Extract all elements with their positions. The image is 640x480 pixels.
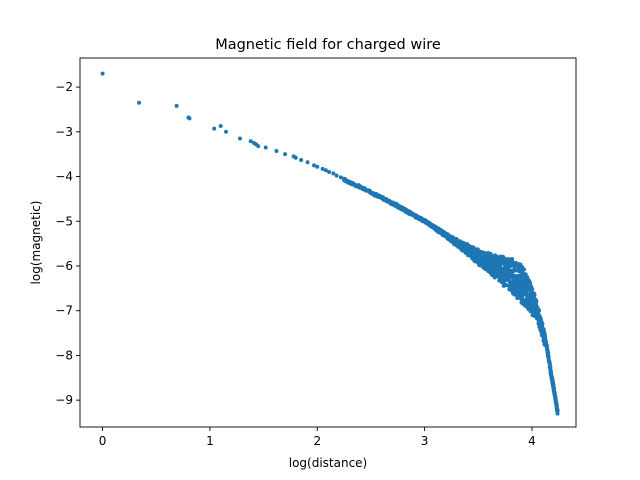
data-point-1413 [540, 321, 545, 326]
y-tick-label: −4 [55, 170, 73, 184]
data-point-23 [323, 168, 328, 173]
y-tick-label: −6 [55, 259, 73, 273]
x-tick-label: 2 [313, 434, 321, 448]
data-point-0 [100, 71, 105, 76]
y-tick-label: −5 [55, 214, 73, 228]
y-axis-ticks: −9 −8 −7 −6 −5 −4 −3 −2 [55, 80, 80, 407]
data-point-18 [299, 157, 304, 162]
y-tick-label: −2 [55, 80, 73, 94]
x-axis-ticks: 0 1 2 3 4 [99, 427, 536, 448]
data-point-1359 [534, 298, 539, 303]
data-point-1382 [537, 308, 542, 313]
y-tick-label: −9 [55, 393, 73, 407]
y-tick-label: −3 [55, 125, 73, 139]
data-point-1544 [554, 400, 559, 405]
data-point-27 [338, 175, 343, 180]
data-point-1488 [548, 364, 553, 369]
data-point-9 [248, 139, 253, 144]
data-point-14 [274, 149, 279, 154]
data-point-12 [256, 144, 261, 149]
data-point-1259 [523, 272, 528, 277]
data-point-26 [334, 173, 339, 178]
x-tick-label: 4 [528, 434, 536, 448]
data-point-7 [224, 129, 229, 134]
data-point-17 [293, 155, 298, 160]
data-point-19 [305, 160, 310, 165]
data-point-25 [331, 171, 336, 176]
data-point-20 [312, 163, 317, 168]
data-point-24 [327, 170, 332, 175]
data-point-1338 [532, 293, 537, 298]
plot-frame [79, 57, 577, 428]
y-tick-label: −8 [55, 348, 73, 362]
data-point-1241 [522, 267, 527, 272]
data-point-21 [315, 164, 320, 169]
data-point-6 [218, 123, 223, 128]
data-point-1556 [555, 408, 560, 413]
x-tick-label: 1 [206, 434, 214, 448]
data-point-8 [237, 136, 242, 141]
data-point-1554 [555, 411, 560, 416]
data-point-1317 [530, 287, 535, 292]
y-axis-label: log(magnetic) [29, 201, 43, 285]
data-point-2 [174, 103, 179, 108]
data-point-1472 [546, 354, 551, 359]
x-tick-label: 0 [99, 434, 107, 448]
x-tick-label: 3 [421, 434, 429, 448]
data-points [100, 71, 560, 416]
y-tick-label: −7 [55, 304, 73, 318]
data-point-13 [263, 145, 268, 150]
data-point-5 [212, 126, 217, 131]
chart-title: Magnetic field for charged wire [215, 37, 441, 53]
data-point-1 [137, 100, 142, 105]
x-axis-label: log(distance) [289, 456, 368, 470]
data-point-15 [283, 152, 288, 157]
data-point-22 [320, 166, 325, 171]
data-point-4 [187, 116, 192, 121]
